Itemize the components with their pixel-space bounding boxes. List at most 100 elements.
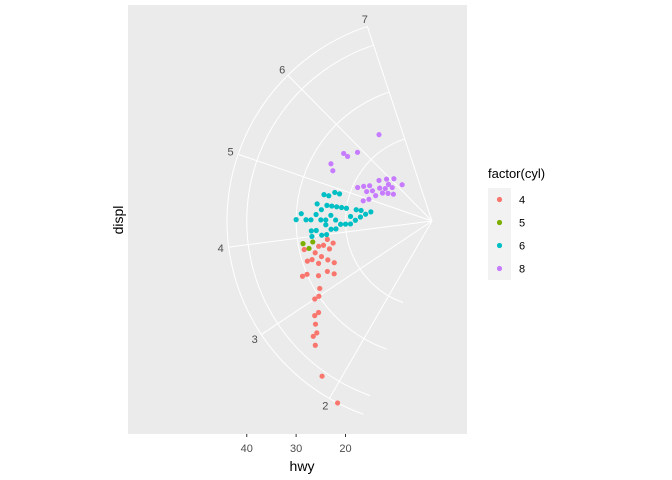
point-cyl-8 [364, 188, 370, 195]
point-cyl-8 [341, 150, 347, 157]
point-cyl-4 [301, 246, 307, 253]
point-cyl-8 [383, 176, 390, 182]
point-cyl-6 [321, 192, 327, 198]
point-cyl-8 [373, 193, 379, 199]
point-cyl-6 [323, 222, 329, 228]
point-cyl-4 [330, 240, 336, 246]
point-cyl-8 [361, 183, 367, 189]
x-axis-title: hwy [290, 458, 315, 474]
legend-label-4: 4 [519, 195, 525, 207]
point-cyl-5 [310, 239, 316, 245]
point-cyl-6 [293, 217, 299, 223]
point-cyl-8 [354, 149, 361, 155]
point-cyl-4 [331, 260, 337, 266]
point-cyl-6 [333, 217, 339, 223]
point-cyl-4 [314, 330, 320, 336]
point-cyl-6 [309, 233, 315, 240]
point-cyl-8 [385, 190, 391, 196]
legend-title: factor(cyl) [488, 166, 545, 181]
point-cyl-6 [329, 203, 335, 209]
point-cyl-8 [379, 190, 386, 196]
point-cyl-6 [308, 228, 314, 234]
point-cyl-4 [315, 309, 322, 316]
point-cyl-6 [347, 221, 354, 227]
point-cyl-8 [389, 184, 395, 191]
point-cyl-8 [366, 196, 372, 202]
point-cyl-4 [312, 250, 318, 256]
point-cyl-6 [324, 231, 330, 238]
point-cyl-6 [334, 204, 340, 210]
spoke-gridline-3 [261, 220, 433, 335]
spoke-gridline-5 [237, 153, 433, 222]
point-cyl-4 [320, 242, 327, 248]
point-cyl-4 [309, 257, 315, 263]
point-cyl-6 [333, 226, 339, 232]
point-cyl-4 [312, 313, 318, 319]
spoke-gridline-2 [328, 220, 433, 399]
point-cyl-4 [316, 243, 322, 249]
y-axis-title: displ [110, 206, 126, 235]
point-cyl-5 [300, 241, 306, 247]
point-cyl-6 [338, 221, 344, 227]
point-cyl-6 [353, 207, 359, 213]
point-cyl-6 [328, 212, 334, 218]
point-cyl-8 [390, 191, 396, 197]
point-cyl-6 [319, 232, 325, 238]
point-cyl-6 [313, 227, 319, 234]
point-cyl-4 [312, 321, 319, 327]
arc-gridline-40 [246, 44, 374, 397]
grid-lines [226, 25, 433, 415]
point-cyl-6 [352, 217, 358, 223]
point-cyl-4 [310, 333, 316, 339]
point-cyl-4 [312, 296, 318, 302]
point-cyl-6 [324, 202, 330, 208]
displ-tick-label: 4 [218, 243, 224, 255]
point-cyl-6 [343, 205, 350, 211]
point-cyl-8 [367, 183, 373, 189]
legend-label-6: 6 [519, 241, 525, 253]
displ-tick-label: 7 [362, 14, 368, 26]
hwy-axis: 40 30 20 [241, 434, 352, 455]
point-cyl-8 [382, 185, 388, 192]
point-cyl-4 [315, 273, 322, 279]
point-cyl-6 [323, 217, 329, 223]
point-cyl-6 [347, 213, 354, 220]
hwy-tick-label: 40 [241, 443, 253, 455]
point-cyl-8 [399, 182, 405, 188]
displ-tick-label: 5 [228, 147, 234, 159]
point-cyl-8 [360, 198, 366, 204]
point-cyl-8 [328, 161, 334, 167]
point-cyl-6 [362, 211, 369, 217]
point-cyl-6 [368, 209, 374, 215]
point-cyl-4 [299, 273, 306, 279]
point-cyl-6 [358, 207, 364, 214]
legend-key-8 [496, 265, 503, 272]
point-cyl-6 [313, 211, 319, 218]
point-cyl-8 [345, 153, 351, 160]
displ-tick-label: 3 [252, 334, 258, 346]
legend-key-4 [496, 196, 503, 203]
point-cyl-4 [324, 236, 330, 242]
point-cyl-6 [326, 193, 332, 199]
spoke-gridline-4 [228, 220, 433, 248]
arc-gridline-20 [345, 138, 405, 303]
point-cyl-8 [330, 168, 336, 174]
point-cyl-6 [336, 191, 343, 197]
spoke-gridline-6 [287, 74, 433, 222]
hwy-tick-label: 30 [290, 443, 302, 455]
displ-tick-label: 6 [279, 65, 285, 77]
point-cyl-4 [324, 268, 330, 275]
data-points [293, 132, 405, 406]
point-cyl-4 [304, 258, 310, 264]
point-cyl-8 [376, 177, 382, 184]
point-cyl-4 [318, 253, 325, 260]
point-cyl-6 [303, 217, 309, 223]
point-cyl-4 [304, 271, 310, 277]
point-cyl-4 [316, 293, 322, 299]
point-cyl-4 [331, 271, 337, 277]
point-cyl-6 [332, 189, 338, 196]
hwy-tick-label: 20 [339, 443, 351, 455]
point-cyl-4 [334, 400, 341, 406]
point-cyl-4 [315, 260, 322, 266]
